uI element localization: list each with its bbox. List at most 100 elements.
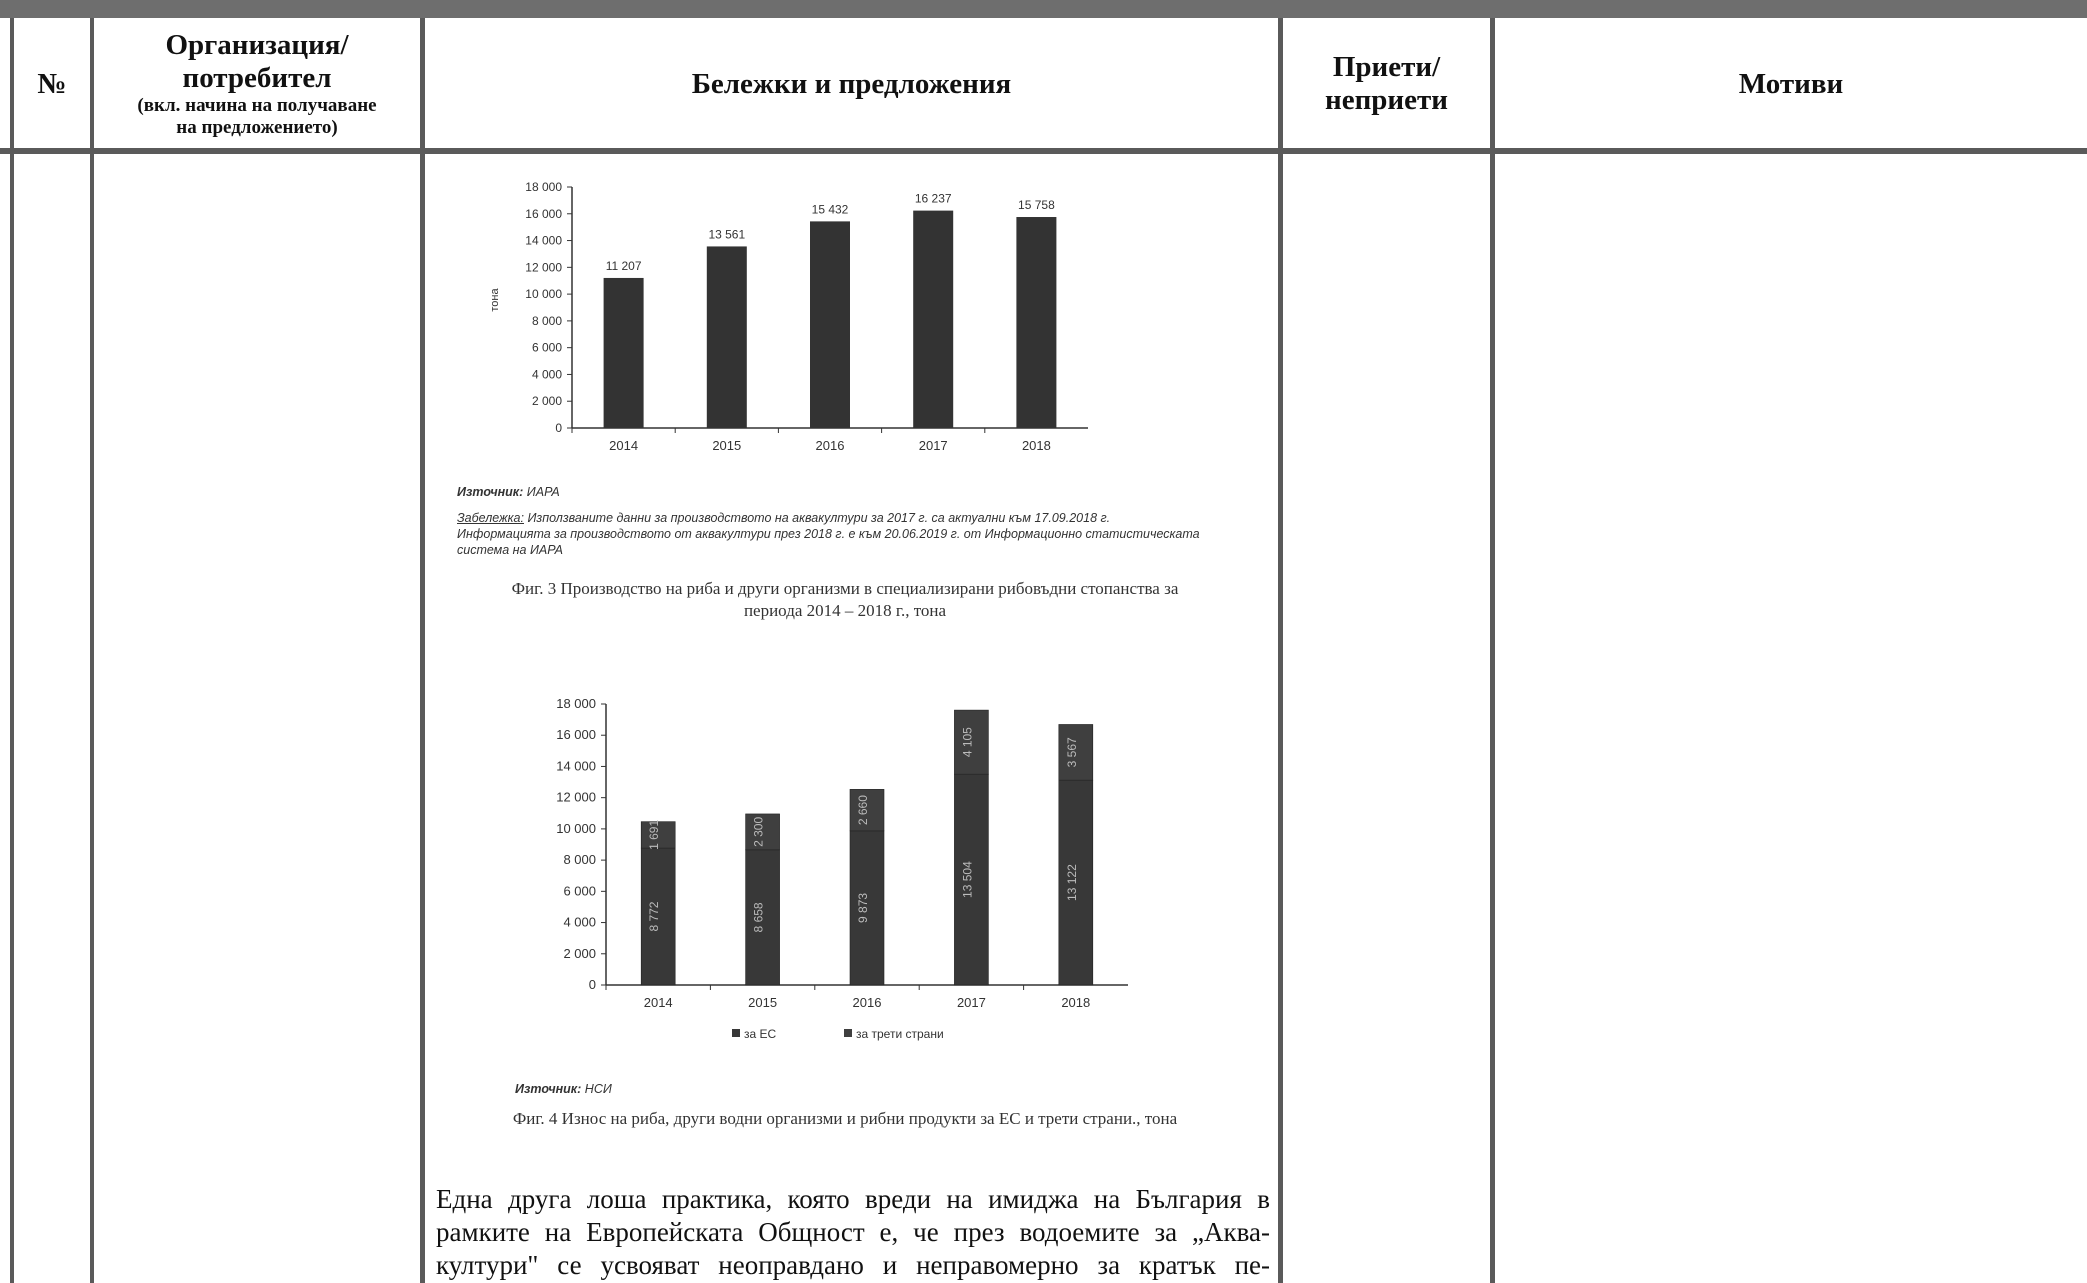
body-line-2: рамките на Европейската Общност е, че пр… [436,1217,1270,1247]
column-divider [1278,18,1283,1283]
bar-2014 [603,277,644,428]
header-bottom-border [0,148,2087,154]
bar-segment-2018-1 [1058,724,1094,781]
y-tick-label: 4 000 [532,367,562,381]
x-tick-label: 2018 [1061,995,1090,1010]
bar-segment-label: 2 300 [752,817,766,847]
header-organization-line1: Организация/ [165,29,349,61]
figure-4: 0 2 000 4 000 6 000 8 000 10 000 12 000 14 000 1… [440,690,1250,1060]
legend-label-eu: за ЕС [744,1027,777,1041]
x-tick-label: 2017 [957,995,986,1010]
bar-segment-label: 8 772 [647,901,661,931]
bar-value-label: 15 432 [812,202,849,216]
bar-segment-2018-0 [1058,779,1094,986]
header-organization-sub1: (вкл. начина на получаване [137,95,377,116]
figure-3-note: Забележка: Използваните данни за произво… [457,510,1257,558]
legend-swatch-third [844,1029,852,1037]
figure-3-caption: Фиг. 3 Производство на риба и други орга… [440,578,1250,622]
bar-2015 [706,246,747,428]
figure-4-chart: 0 2 000 4 000 6 000 8 000 10 000 12 000 14 000 1… [556,696,1128,1041]
bar-segment-label: 3 567 [1065,737,1079,767]
y-tick-label: 16 000 [556,727,596,742]
bar-segment-label: 4 105 [960,727,974,757]
body-line-1: Една друга лоша практика, която вреди на… [436,1184,1270,1214]
bar-2018 [1016,217,1057,428]
bar-segment-label: 9 873 [856,893,870,923]
header-organization-sub2: на предложението) [176,117,338,138]
figure-3-caption-line1: Фиг. 3 Производство на риба и други орга… [511,579,1179,598]
y-tick-label: 10 000 [556,821,596,836]
header-number: № [14,18,90,150]
y-tick-label: 12 000 [525,260,562,274]
bar-2016 [810,221,850,428]
header-organization: Организация/ потребител (вкл. начина на … [94,18,420,150]
y-tick-label: 14 000 [556,758,596,773]
y-tick-label: 18 000 [525,180,562,194]
x-tick-label: 2014 [609,438,638,453]
table-border-left [10,18,14,1283]
figure-3-chart: 0 2 000 4 000 6 000 8 000 10 000 12 000 14 000 1… [489,180,1088,453]
figure-3: 0 2 000 4 000 6 000 8 000 10 000 12 000 14 000 1… [440,170,1250,650]
figure-3-note-line1: Използваните данни за производството на … [527,511,1111,525]
column-divider [420,18,425,1283]
x-tick-label: 2015 [712,438,741,453]
y-tick-label: 14 000 [525,234,562,248]
figure-4-source-label: Източник: [515,1082,582,1096]
y-tick-label: 8 000 [563,852,596,867]
bar-segment-label: 1 691 [647,820,661,850]
body-paragraph: Една друга лоша практика, която вреди на… [436,1183,1270,1282]
bar-value-label: 11 207 [606,259,642,273]
figure-4-caption: Фиг. 4 Износ на риба, други водни органи… [512,1109,1178,1128]
bar-segment-label: 8 658 [752,902,766,932]
bar-segment-label: 13 504 [960,861,974,898]
x-tick-label: 2016 [816,438,845,453]
header-organization-line2: потребител [182,62,332,94]
bar-segment-label: 2 660 [856,795,870,825]
header-accepted-line2: неприети [1325,84,1448,116]
y-tick-label: 4 000 [563,915,596,930]
y-tick-label: 16 000 [525,207,562,221]
y-tick-label: 12 000 [556,790,596,805]
y-tick-label: 0 [589,977,596,992]
header-accepted-line1: Приети/ [1332,51,1441,83]
table-top-border [0,0,2087,18]
figure-3-note-line2: Информацията за производството от акваку… [457,527,1200,541]
bar-segment-2016-0 [849,830,885,986]
x-tick-label: 2016 [853,995,882,1010]
x-tick-label: 2015 [748,995,777,1010]
y-axis-label: тона [489,288,501,312]
header-number-label: № [37,67,67,100]
bar-2017 [913,210,954,428]
figure-3-source-label: Източник: [457,485,524,499]
bar-segment-2017-1 [954,709,989,775]
y-tick-label: 6 000 [532,341,562,355]
figure-3-note-line3: система на ИАРА [457,543,563,557]
column-divider [1490,18,1495,1283]
header-motives-label: Мотиви [1738,67,1844,100]
y-tick-label: 0 [555,421,562,435]
y-tick-label: 6 000 [563,883,596,898]
y-tick-label: 18 000 [556,696,596,711]
x-tick-label: 2014 [644,995,673,1010]
body-line-3: култури" се усвояват неоправдано и непра… [436,1250,1270,1280]
figure-3-source-value: ИАРА [526,485,560,499]
column-divider [90,18,94,1283]
bar-value-label: 13 561 [708,227,745,241]
figure-3-note-label: Забележка: [457,511,524,525]
x-tick-label: 2017 [919,438,948,453]
figure-3-caption-line2: периода 2014 – 2018 г., тона [743,601,947,620]
y-tick-label: 8 000 [532,314,562,328]
bar-segment-2016-1 [849,789,885,832]
header-notes: Бележки и предложения [425,18,1278,150]
x-tick-label: 2018 [1022,438,1051,453]
y-tick-label: 10 000 [525,287,562,301]
bar-segment-label: 13 122 [1065,864,1079,901]
figure-4-source-value: НСИ [584,1082,612,1096]
header-motives: Мотиви [1495,18,2087,150]
y-tick-label: 2 000 [563,946,596,961]
bar-segment-2014-1 [640,821,676,849]
header-notes-label: Бележки и предложения [691,67,1012,100]
header-accepted: Приети/ неприети [1283,18,1490,150]
y-tick-label: 2 000 [532,394,562,408]
